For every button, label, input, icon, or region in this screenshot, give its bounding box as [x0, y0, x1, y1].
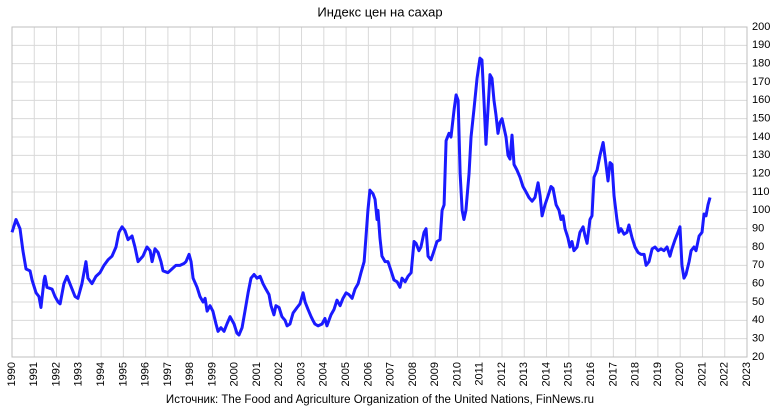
- y-tick-label: 190: [752, 39, 770, 51]
- x-tick-label: 2003: [295, 362, 307, 386]
- x-tick-label: 1991: [28, 362, 40, 386]
- x-tick-label: 2009: [429, 362, 441, 386]
- x-tick-label: 2022: [719, 362, 731, 386]
- y-tick-label: 100: [752, 204, 770, 216]
- x-tick-label: 2011: [474, 362, 486, 386]
- source: Источник: The Food and Agriculture Organ…: [166, 394, 594, 406]
- y-tick-label: 170: [752, 76, 770, 88]
- y-tick-label: 80: [752, 241, 764, 253]
- y-tick-label: 150: [752, 113, 770, 125]
- y-tick-label: 20: [752, 351, 764, 363]
- x-tick-label: 1998: [184, 362, 196, 386]
- x-tick-label: 2015: [563, 362, 575, 386]
- x-tick-label: 2007: [385, 362, 397, 386]
- line: [10, 56, 712, 337]
- x-tick-label: 2016: [585, 362, 597, 386]
- chart-title: Индекс цен на сахар: [317, 4, 442, 19]
- x-tick-label: 2001: [251, 362, 263, 386]
- x-tick-label: 1995: [117, 362, 129, 386]
- y-tick-label: 130: [752, 149, 770, 161]
- x-tick-label: 1999: [206, 362, 218, 386]
- y-tick-label: 110: [752, 186, 770, 198]
- x-tick-label: 2008: [407, 362, 419, 386]
- x-tick-label: 2010: [451, 362, 463, 386]
- x-tick-label: 2012: [496, 362, 508, 386]
- x-tick-label: 1993: [73, 362, 85, 386]
- y-tick-label: 140: [752, 131, 770, 143]
- x-tick-label: 1996: [140, 362, 152, 386]
- x-tick-label: 2017: [607, 362, 619, 386]
- x-tick-label: 2023: [741, 362, 753, 386]
- x-tick-label: 2021: [696, 362, 708, 386]
- y-tick-label: 50: [752, 296, 764, 308]
- x-tick-label: 2004: [318, 362, 330, 386]
- x-tick-label: 2018: [630, 362, 642, 386]
- y-tick-label: 30: [752, 333, 764, 345]
- y-tick-label: 60: [752, 278, 764, 290]
- x-tick-label: 2020: [674, 362, 686, 386]
- x-tick-label: 2002: [273, 362, 285, 386]
- x-tick-label: 2019: [652, 362, 664, 386]
- x-tick-label: 1994: [95, 362, 107, 386]
- x-tick-label: 1992: [50, 362, 62, 386]
- x-tick-label: 2013: [518, 362, 530, 386]
- y-tick-label: 70: [752, 259, 764, 271]
- y-tick-label: 40: [752, 314, 764, 326]
- y-tick-label: 160: [752, 94, 770, 106]
- x-tick-label: 2006: [362, 362, 374, 386]
- y-tick-label: 120: [752, 168, 770, 180]
- x-tick-label: 1990: [6, 362, 18, 386]
- x-tick-label: 1997: [162, 362, 174, 386]
- plot-frame: [11, 26, 748, 358]
- x-tick-label: 2005: [340, 362, 352, 386]
- y-tick-label: 180: [752, 58, 770, 70]
- x-tick-label: 2014: [540, 362, 552, 386]
- y-tick-label: 90: [752, 223, 764, 235]
- y-tick-label: 200: [752, 21, 770, 33]
- x-tick-label: 2000: [229, 362, 241, 386]
